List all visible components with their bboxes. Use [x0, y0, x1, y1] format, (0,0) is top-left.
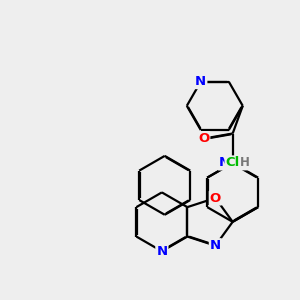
Text: O: O — [210, 191, 221, 205]
Text: Cl: Cl — [226, 156, 240, 170]
Text: O: O — [198, 132, 209, 145]
Text: N: N — [195, 75, 206, 88]
Text: N: N — [156, 245, 167, 258]
Text: N: N — [219, 156, 230, 170]
Text: H: H — [240, 156, 250, 170]
Text: N: N — [210, 239, 221, 252]
